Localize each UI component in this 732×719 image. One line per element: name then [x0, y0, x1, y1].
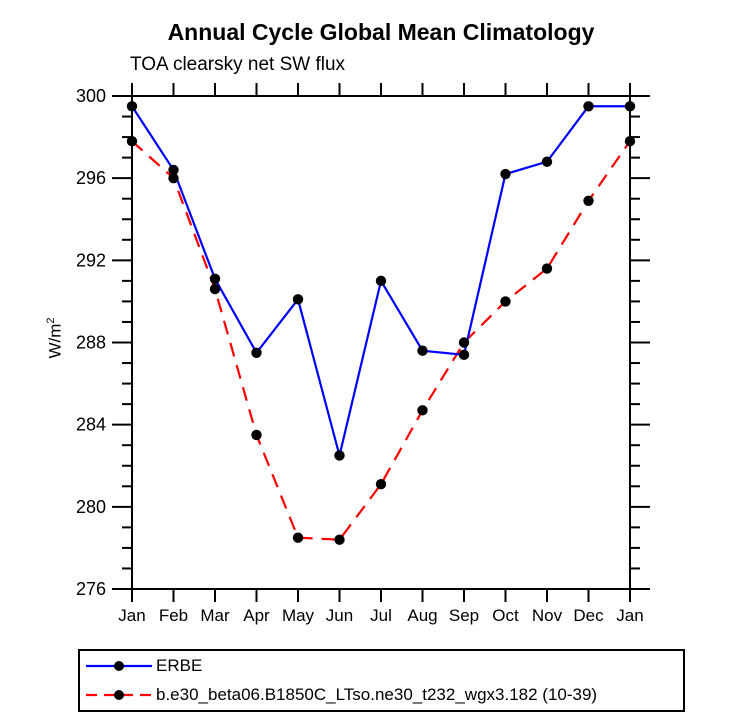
- data-point-series-0: [334, 450, 345, 461]
- plot-frame: [131, 95, 631, 590]
- y-tick-label: 292: [76, 250, 106, 270]
- legend-entry-model: b.e30_beta06.B1850C_LTso.ne30_t232_wgx3.…: [84, 681, 683, 710]
- y-tick-label: 288: [76, 333, 106, 353]
- x-tick-label: May: [282, 606, 315, 625]
- x-tick-label: Feb: [159, 606, 188, 625]
- x-tick-label: Apr: [243, 606, 270, 625]
- data-point-series-1: [500, 296, 511, 307]
- y-tick-label: 300: [76, 86, 106, 106]
- data-point-series-0: [292, 294, 304, 305]
- data-point-series-0: [500, 168, 511, 180]
- y-tick-label: 280: [76, 497, 106, 517]
- data-point-series-1: [624, 135, 636, 147]
- data-point-series-0: [541, 156, 553, 167]
- data-point-series-1: [168, 172, 179, 184]
- data-point-series-0: [583, 101, 594, 112]
- x-tick-label: Dec: [573, 606, 604, 625]
- data-point-series-1: [541, 263, 553, 274]
- data-point-series-1: [334, 534, 345, 545]
- legend-sample-dashed-line: [86, 690, 152, 700]
- data-point-series-1: [209, 283, 221, 295]
- legend-label-erbe: ERBE: [156, 656, 203, 675]
- x-tick-label: Nov: [532, 606, 563, 625]
- chart-subtitle: TOA clearsky net SW flux: [130, 54, 346, 75]
- data-point-series-0: [624, 101, 636, 112]
- x-tick-label: Aug: [407, 606, 437, 625]
- y-tick-label: 284: [76, 415, 106, 435]
- data-point-series-0: [375, 275, 387, 287]
- plot-area: 276 280 284 288 292 296 300 Jan Feb Mar Apr May Jun J…: [76, 83, 650, 625]
- data-point-series-0: [417, 345, 428, 356]
- data-point-series-1: [251, 429, 262, 441]
- legend-entry-erbe: ERBE: [84, 652, 683, 681]
- legend-label-model: b.e30_beta06.B1850C_LTso.ne30_t232_wgx3.…: [156, 685, 598, 704]
- data-point-series-0: [251, 347, 262, 358]
- data-point-series-0: [126, 101, 138, 112]
- x-tick-label: Jul: [370, 606, 392, 625]
- x-tick-label: Sep: [449, 606, 479, 625]
- x-tick-label: Jun: [326, 606, 353, 625]
- x-tick-label: Oct: [492, 606, 519, 625]
- y-tick-label: 276: [76, 579, 106, 599]
- data-point-series-1: [417, 405, 428, 416]
- data-point-series-1: [126, 135, 138, 147]
- chart-title: Annual Cycle Global Mean Climatology: [167, 19, 595, 45]
- y-tick-label: 296: [76, 168, 106, 188]
- data-point-series-0: [209, 273, 221, 285]
- data-point-series-1: [583, 195, 594, 206]
- data-point-series-1: [375, 479, 387, 490]
- x-tick-label: Jan: [616, 606, 643, 625]
- x-tick-label: Jan: [118, 606, 145, 625]
- data-point-series-0: [168, 164, 179, 176]
- data-point-series-0: [458, 349, 470, 361]
- legend-sample-solid-line: [86, 661, 152, 671]
- legend-marker-dot: [114, 661, 124, 671]
- legend-marker-dot: [114, 690, 124, 700]
- legend-box: ERBE b.e30_beta06.B1850C_LTso.ne30_t232_…: [78, 649, 685, 712]
- x-tick-label: Mar: [200, 606, 230, 625]
- data-point-series-1: [292, 532, 304, 543]
- data-point-series-1: [458, 337, 470, 348]
